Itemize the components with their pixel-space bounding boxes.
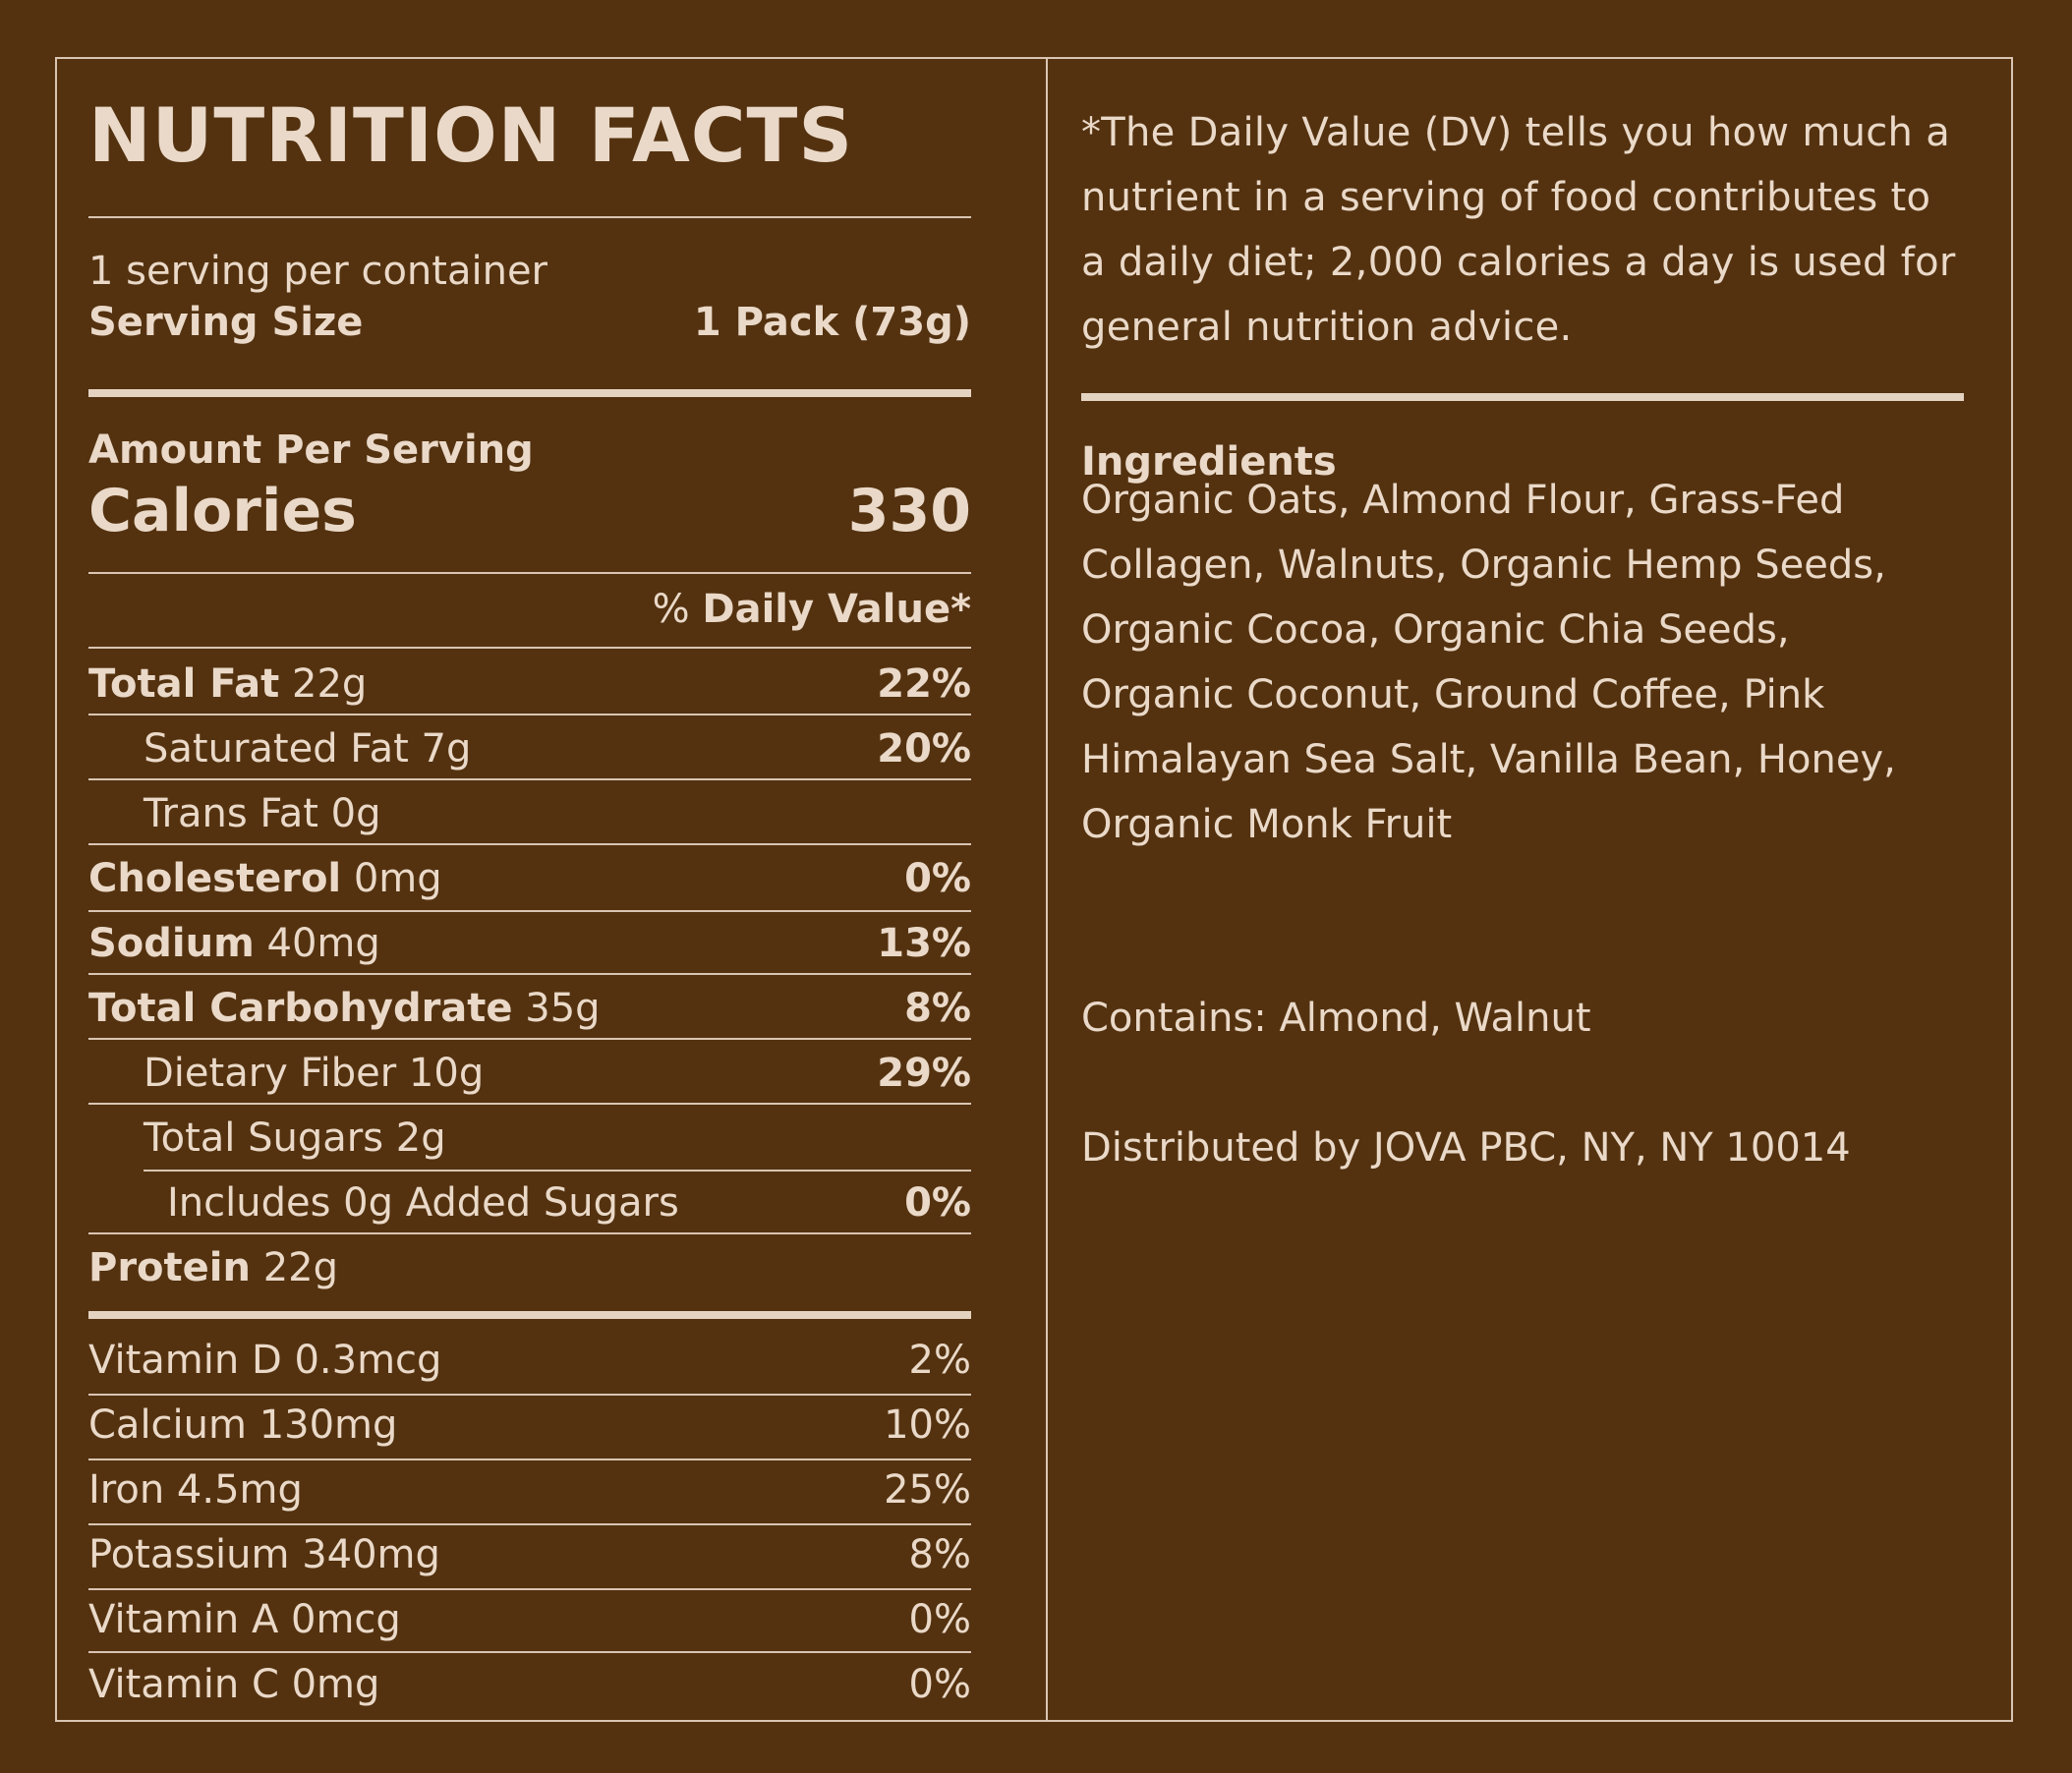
nutrient-name: Saturated Fat 7g (144, 726, 472, 772)
calories-value: 330 (847, 477, 971, 545)
vitamin-dv: 10% (884, 1402, 971, 1448)
daily-value-note: *The Daily Value (DV) tells you how much… (1081, 110, 1956, 350)
thick-divider (88, 1311, 971, 1319)
vitamin-row: Vitamin A 0mcg 0% (88, 1600, 971, 1639)
servings-per-container: 1 serving per container (88, 249, 547, 294)
vitamin-label: Vitamin C 0mg (88, 1662, 380, 1707)
vitamin-row: Potassium 340mg 8% (88, 1535, 971, 1574)
divider (88, 647, 971, 649)
serving-size-value: 1 Pack (73g) (693, 300, 971, 345)
vitamin-dv: 0% (908, 1662, 971, 1707)
distributor-info: Distributed by JOVA PBC, NY, NY 10014 (1081, 1125, 1851, 1171)
vitamin-dv: 2% (908, 1338, 971, 1383)
nutrient-amount: 0mg (353, 856, 442, 901)
nutrient-amount: 22g (262, 1245, 338, 1290)
nutrient-dv: 20% (877, 726, 971, 772)
divider (88, 1394, 971, 1396)
nutrient-row-protein: Protein 22g (88, 1248, 971, 1287)
divider (88, 910, 971, 912)
nutrient-dv: 8% (904, 986, 971, 1031)
nutrient-row-saturated-fat: Saturated Fat 7g 20% (144, 729, 971, 769)
nutrient-name: Includes 0g Added Sugars (167, 1180, 679, 1226)
vitamin-dv: 25% (884, 1467, 971, 1513)
nutrient-row-cholesterol: Cholesterol 0mg 0% (88, 859, 971, 898)
serving-size-row: Serving Size 1 Pack (73g) (88, 303, 971, 342)
vitamin-label: Vitamin A 0mcg (88, 1597, 401, 1642)
serving-size-label: Serving Size (88, 300, 364, 345)
vitamin-dv: 0% (908, 1597, 971, 1642)
divider (88, 1588, 971, 1590)
nutrient-name: Cholesterol (88, 856, 342, 901)
vitamin-label: Potassium 340mg (88, 1532, 440, 1577)
divider (88, 843, 971, 845)
divider (88, 1103, 971, 1105)
divider (88, 714, 971, 715)
divider (88, 973, 971, 975)
divider (88, 1458, 971, 1460)
vitamin-row: Vitamin C 0mg 0% (88, 1665, 971, 1704)
calories-label: Calories (88, 477, 357, 545)
nutrient-amount: 22g (292, 661, 368, 707)
divider (88, 1232, 971, 1234)
nutrient-name: Protein (88, 1245, 251, 1290)
allergen-statement: Contains: Almond, Walnut (1081, 996, 1591, 1041)
vitamin-label: Vitamin D 0.3mcg (88, 1338, 442, 1383)
nutrient-dv: 22% (877, 661, 971, 707)
nutrient-dv: 29% (877, 1051, 971, 1096)
nutrient-row-total-carbohydrate: Total Carbohydrate 35g 8% (88, 989, 971, 1028)
nutrient-row-added-sugars: Includes 0g Added Sugars 0% (167, 1183, 971, 1223)
nutrient-dv: 13% (877, 921, 971, 966)
divider (88, 1651, 971, 1653)
amount-per-serving: Amount Per Serving (88, 428, 534, 473)
column-divider (1046, 57, 1048, 1722)
thick-divider (1081, 393, 1964, 401)
nutrient-row-sodium: Sodium 40mg 13% (88, 924, 971, 963)
nutrient-row-total-sugars: Total Sugars 2g (144, 1118, 971, 1158)
nutrient-row-trans-fat: Trans Fat 0g (144, 794, 971, 833)
divider (88, 216, 971, 218)
nutrient-name: Total Sugars 2g (144, 1115, 446, 1161)
nutrient-name: Dietary Fiber 10g (144, 1051, 485, 1096)
vitamin-row: Vitamin D 0.3mcg 2% (88, 1341, 971, 1380)
vitamin-dv: 8% (908, 1532, 971, 1577)
vitamin-label: Iron 4.5mg (88, 1467, 303, 1513)
ingredients-text: Organic Oats, Almond Flour, Grass-Fed Co… (1081, 478, 1896, 847)
daily-value-header: % Daily Value* (652, 587, 971, 632)
divider (88, 778, 971, 780)
nutrient-dv: 0% (904, 856, 971, 901)
thick-divider (88, 389, 971, 397)
nutrient-name: Total Carbohydrate (88, 986, 513, 1031)
nutrient-amount: 40mg (266, 921, 380, 966)
nutrient-amount: 35g (525, 986, 601, 1031)
divider (88, 1523, 971, 1525)
vitamin-row: Calcium 130mg 10% (88, 1405, 971, 1445)
panel-title: NUTRITION FACTS (88, 91, 854, 179)
vitamin-label: Calcium 130mg (88, 1402, 398, 1448)
divider (88, 572, 971, 574)
label-border (55, 57, 2013, 1722)
nutrient-name: Trans Fat 0g (144, 791, 381, 836)
nutrient-row-total-fat: Total Fat 22g 22% (88, 664, 971, 704)
vitamin-row: Iron 4.5mg 25% (88, 1470, 971, 1510)
divider (144, 1170, 971, 1172)
ingredients-title: Ingredients (1081, 439, 1337, 485)
nutrient-row-dietary-fiber: Dietary Fiber 10g 29% (144, 1054, 971, 1093)
nutrient-name: Sodium (88, 921, 255, 966)
nutrient-name: Total Fat (88, 661, 280, 707)
calories-row: Calories 330 (88, 482, 971, 541)
nutrient-dv: 0% (904, 1180, 971, 1226)
divider (88, 1038, 971, 1040)
